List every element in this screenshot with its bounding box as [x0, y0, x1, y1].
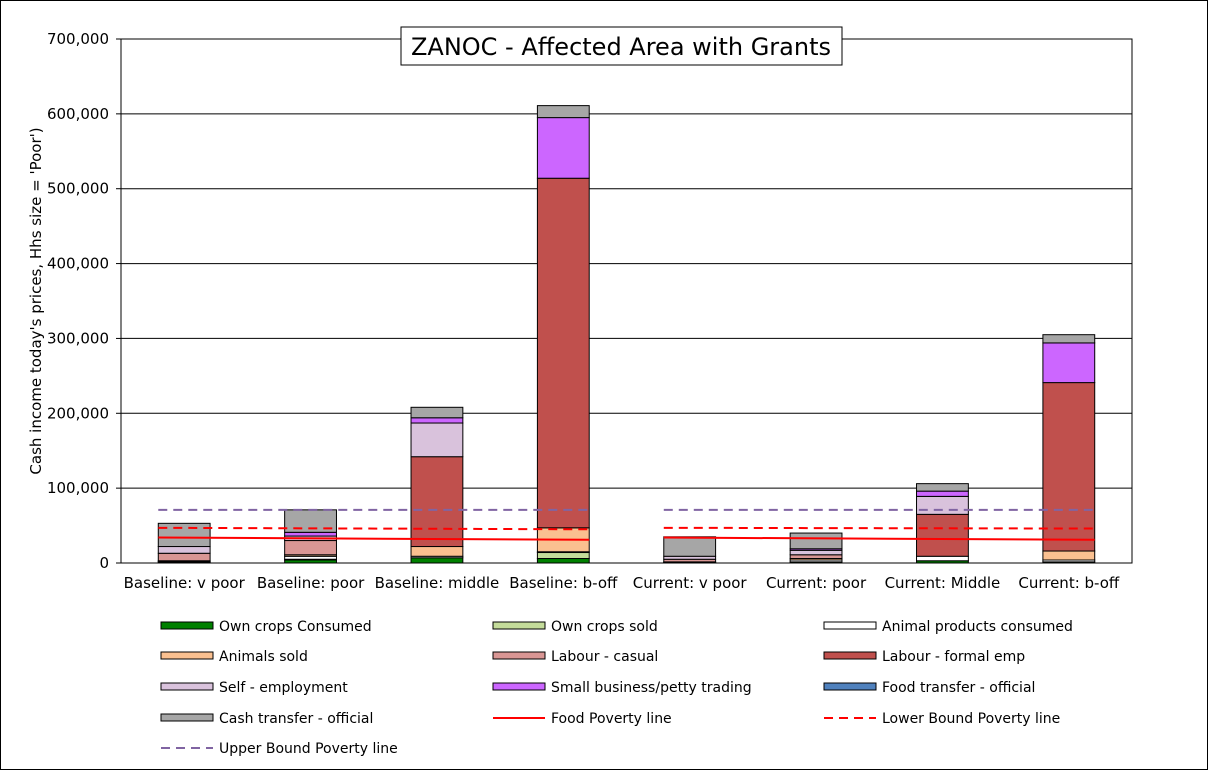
line-lower-bound-poverty-line [158, 528, 589, 529]
x-axis-ticks: Baseline: v poor Baseline: poor Baseline: … [124, 574, 1120, 592]
bar-segment-cash-transfer-official [790, 533, 842, 549]
bar-segment-small-business-petty-trading [1043, 343, 1095, 383]
bar-segment-own-crops-consumed [411, 558, 463, 563]
x-tick-label: Baseline: v poor [124, 574, 246, 592]
bar-segment-animal-products-consumed [917, 556, 969, 560]
bar-segment-small-business-petty-trading [285, 532, 337, 536]
bar-segment-small-business-petty-trading [537, 118, 589, 179]
legend-item-labour-casual: Labour - casual [493, 649, 658, 665]
x-tick-label: Baseline: poor [257, 574, 365, 592]
x-tick-label: Current: poor [766, 574, 867, 592]
legend-label: Upper Bound Poverty line [219, 741, 398, 757]
legend-label: Self - employment [219, 680, 348, 696]
bar-segment-labour-formal-emp [537, 178, 589, 528]
plot-area [121, 39, 1132, 563]
y-tick-label: 400,000 [47, 255, 109, 273]
legend-item-own-crops-consumed: Own crops Consumed [161, 619, 372, 635]
chart-title-box: ZANOC - Affected Area with Grants [401, 27, 842, 65]
bar-segment-cash-transfer-official [1043, 335, 1095, 343]
legend-label: Food Poverty line [551, 711, 672, 727]
y-tick-label: 600,000 [47, 105, 109, 123]
bar-segment-labour-casual [158, 553, 210, 560]
legend-item-labour-formal-emp: Labour - formal emp [824, 649, 1025, 665]
bar-segment-self-employment [790, 550, 842, 554]
legend-swatch [161, 622, 213, 629]
legend-label: Animal products consumed [882, 619, 1073, 635]
y-axis-ticks: 0 100,000 200,000 300,000 400,000 500,000 600,… [47, 30, 121, 572]
legend-label: Own crops Consumed [219, 619, 372, 635]
legend-label: Cash transfer - official [219, 711, 373, 727]
x-tick-label: Current: v poor [633, 574, 748, 592]
legend-item-cash-transfer-official: Cash transfer - official [161, 711, 373, 727]
y-axis-label: Cash income today's prices, Hhs size = '… [27, 127, 45, 474]
legend-item-small-business-petty-trading: Small business/petty trading [493, 680, 752, 696]
legend-label: Lower Bound Poverty line [882, 711, 1060, 727]
y-tick-label: 100,000 [47, 479, 109, 497]
bar-segment-self-employment [917, 496, 969, 514]
legend-label: Labour - casual [551, 649, 658, 665]
bar-segment-animals-sold [1043, 551, 1095, 560]
legend-swatch [824, 683, 876, 690]
legend-item-lower-bound-poverty-line: Lower Bound Poverty line [824, 711, 1060, 727]
legend-swatch [161, 652, 213, 659]
legend-label: Small business/petty trading [551, 680, 752, 696]
legend-swatch [161, 714, 213, 721]
legend-swatch [824, 652, 876, 659]
legend-swatch [161, 683, 213, 690]
legend-label: Labour - formal emp [882, 649, 1025, 665]
legend-item-upper-bound-poverty-line: Upper Bound Poverty line [161, 741, 398, 757]
bar-segment-labour-casual [285, 541, 337, 555]
chart-title: ZANOC - Affected Area with Grants [411, 33, 831, 61]
x-tick-label: Baseline: b-off [509, 574, 618, 592]
bar-segment-cash-transfer-official [664, 537, 716, 556]
bar-segment-small-business-petty-trading [411, 418, 463, 423]
legend-swatch [493, 622, 545, 629]
bar-segment-animals-sold [411, 547, 463, 557]
bar-segment-self-employment [411, 423, 463, 457]
legend-item-animal-products-consumed: Animal products consumed [824, 619, 1073, 635]
bar-segment-labour-formal-emp [1043, 383, 1095, 551]
x-tick-label: Current: Middle [885, 574, 1001, 592]
legend-item-food-poverty-line: Food Poverty line [493, 711, 672, 727]
y-tick-label: 700,000 [47, 30, 109, 48]
line-food-poverty-line [158, 538, 589, 540]
bar-segment-labour-formal-emp [411, 457, 463, 547]
bars [158, 106, 1094, 563]
y-tick-label: 500,000 [47, 180, 109, 198]
bar-segment-own-crops-consumed [537, 559, 589, 563]
legend-swatch [493, 683, 545, 690]
legend-label: Animals sold [219, 649, 308, 665]
y-tick-label: 0 [99, 554, 109, 572]
bar-segment-small-business-petty-trading [917, 491, 969, 496]
bar-segment-cash-transfer-official [537, 106, 589, 118]
bar-segment-cash-transfer-official [917, 484, 969, 491]
line-food-poverty-line [664, 538, 1095, 540]
legend: Own crops Consumed Own crops sold Animal p… [161, 619, 1073, 757]
legend-label: Food transfer - official [882, 680, 1035, 696]
bar-segment-self-employment [158, 547, 210, 554]
legend-swatch [824, 622, 876, 629]
bar-segment-cash-transfer-official [411, 407, 463, 417]
y-tick-label: 300,000 [47, 329, 109, 347]
legend-label: Own crops sold [551, 619, 658, 635]
bar-segment-labour-formal-emp [917, 514, 969, 556]
grid-lines [121, 114, 1132, 488]
bar-segment-labour-casual [790, 555, 842, 559]
x-tick-label: Baseline: middle [375, 574, 500, 592]
legend-item-food-transfer-official: Food transfer - official [824, 680, 1035, 696]
bar-segment-own-crops-sold [537, 553, 589, 559]
y-tick-label: 200,000 [47, 404, 109, 422]
legend-item-self-employment: Self - employment [161, 680, 348, 696]
x-tick-label: Current: b-off [1018, 574, 1120, 592]
legend-item-animals-sold: Animals sold [161, 649, 308, 665]
legend-swatch [493, 652, 545, 659]
legend-item-own-crops-sold: Own crops sold [493, 619, 658, 635]
line-lower-bound-poverty-line [664, 528, 1095, 529]
bar-segment-cash-transfer-official [158, 523, 210, 546]
